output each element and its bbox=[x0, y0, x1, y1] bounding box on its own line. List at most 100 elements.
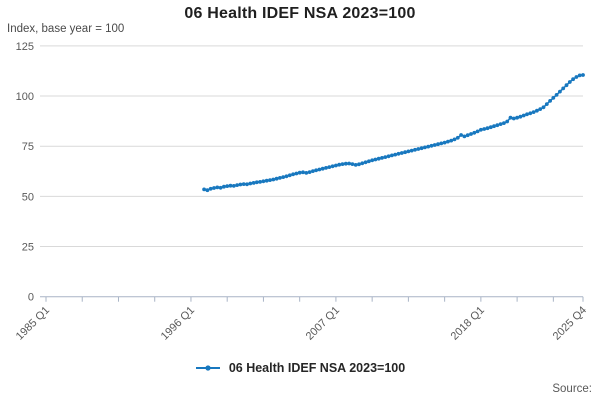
series-point bbox=[436, 142, 440, 147]
series-point bbox=[228, 183, 233, 188]
series-point bbox=[432, 143, 437, 147]
series-point bbox=[376, 156, 381, 161]
series-point bbox=[357, 162, 361, 167]
series-point bbox=[205, 188, 210, 193]
series-point bbox=[439, 141, 444, 146]
series-point bbox=[347, 161, 351, 166]
series-point bbox=[429, 143, 434, 148]
series-point bbox=[241, 182, 246, 187]
series-point bbox=[416, 147, 421, 151]
series-point bbox=[274, 176, 279, 181]
y-tick-label: 25 bbox=[22, 242, 34, 254]
series-point bbox=[531, 110, 536, 114]
series-point bbox=[413, 147, 417, 152]
series-point bbox=[304, 171, 309, 175]
x-tick-label: 2025 Q4 bbox=[551, 304, 589, 342]
series-point bbox=[268, 178, 272, 183]
series-point bbox=[482, 127, 487, 131]
series-point bbox=[581, 73, 585, 77]
series-point bbox=[502, 121, 506, 125]
series-point bbox=[337, 162, 342, 167]
series-point bbox=[479, 127, 483, 132]
series-point bbox=[264, 178, 269, 183]
series-point bbox=[390, 153, 394, 158]
series-point bbox=[406, 149, 411, 154]
series-point bbox=[261, 179, 266, 184]
series-point bbox=[403, 150, 407, 155]
series-point bbox=[383, 155, 388, 160]
series-point bbox=[495, 123, 500, 128]
legend-label: 06 Health IDEF NSA 2023=100 bbox=[228, 361, 406, 375]
series-point bbox=[215, 185, 220, 190]
series-point bbox=[469, 132, 473, 136]
series-point bbox=[297, 170, 302, 175]
series-point bbox=[340, 162, 345, 167]
series-point bbox=[396, 151, 401, 156]
y-axis-unit-label: Index, base year = 100 bbox=[7, 23, 125, 35]
legend-marker-dot bbox=[205, 365, 211, 371]
source-label: Source: bbox=[552, 383, 592, 395]
series-point bbox=[475, 129, 480, 134]
series-point bbox=[485, 126, 490, 131]
series-point bbox=[541, 105, 546, 110]
series-point bbox=[452, 137, 457, 142]
series-point bbox=[251, 181, 256, 185]
series-point bbox=[472, 130, 477, 135]
series-point bbox=[301, 170, 305, 175]
series-point bbox=[577, 73, 582, 78]
series-point bbox=[360, 161, 365, 166]
series-point bbox=[567, 80, 572, 84]
series-point bbox=[350, 162, 355, 167]
x-tick-label: 1985 Q1 bbox=[14, 304, 52, 342]
series-point bbox=[324, 166, 328, 170]
series-point bbox=[218, 185, 223, 190]
x-tick-label: 1996 Q1 bbox=[159, 304, 197, 342]
y-tick-label: 125 bbox=[16, 41, 34, 53]
series-point bbox=[551, 96, 556, 100]
series-point bbox=[518, 114, 523, 119]
series-point bbox=[442, 140, 447, 145]
series-point bbox=[363, 160, 368, 165]
series-point bbox=[426, 144, 431, 149]
legend-line-marker-icon bbox=[195, 365, 220, 371]
series-point bbox=[393, 152, 398, 157]
series-point bbox=[455, 135, 460, 140]
y-tick-label: 100 bbox=[16, 91, 34, 103]
legend: 06 Health IDEF NSA 2023=100 bbox=[0, 361, 600, 375]
series-point bbox=[535, 108, 539, 113]
series-point bbox=[571, 77, 575, 82]
chart-title: 06 Health IDEF NSA 2023=100 bbox=[184, 5, 416, 22]
series-point bbox=[554, 93, 559, 97]
series-point bbox=[222, 184, 226, 189]
y-tick-label: 0 bbox=[28, 292, 34, 304]
series-point bbox=[235, 183, 240, 188]
series-point bbox=[330, 164, 335, 169]
series-point bbox=[373, 157, 378, 162]
series-point bbox=[353, 163, 358, 167]
x-tick-label: 2018 Q1 bbox=[449, 304, 487, 342]
series-point bbox=[367, 159, 371, 164]
series-point bbox=[294, 171, 299, 176]
series-point bbox=[544, 102, 549, 106]
series-point bbox=[498, 122, 503, 126]
y-tick-label: 75 bbox=[22, 141, 34, 153]
series-point bbox=[525, 112, 529, 117]
series-point bbox=[287, 173, 292, 178]
series-point bbox=[449, 138, 454, 143]
series-point bbox=[508, 115, 513, 120]
series-point bbox=[271, 177, 276, 182]
series-point bbox=[291, 172, 295, 177]
series-point bbox=[238, 182, 243, 187]
series-point bbox=[320, 166, 325, 171]
series-point bbox=[505, 119, 510, 124]
series-point bbox=[254, 180, 259, 185]
series-point bbox=[462, 134, 467, 139]
series-point bbox=[511, 116, 516, 121]
series-point bbox=[311, 169, 315, 174]
series-point bbox=[409, 148, 414, 153]
series-point bbox=[419, 146, 424, 151]
series-point bbox=[343, 161, 348, 166]
series-point bbox=[225, 184, 230, 189]
series-point bbox=[327, 165, 332, 170]
